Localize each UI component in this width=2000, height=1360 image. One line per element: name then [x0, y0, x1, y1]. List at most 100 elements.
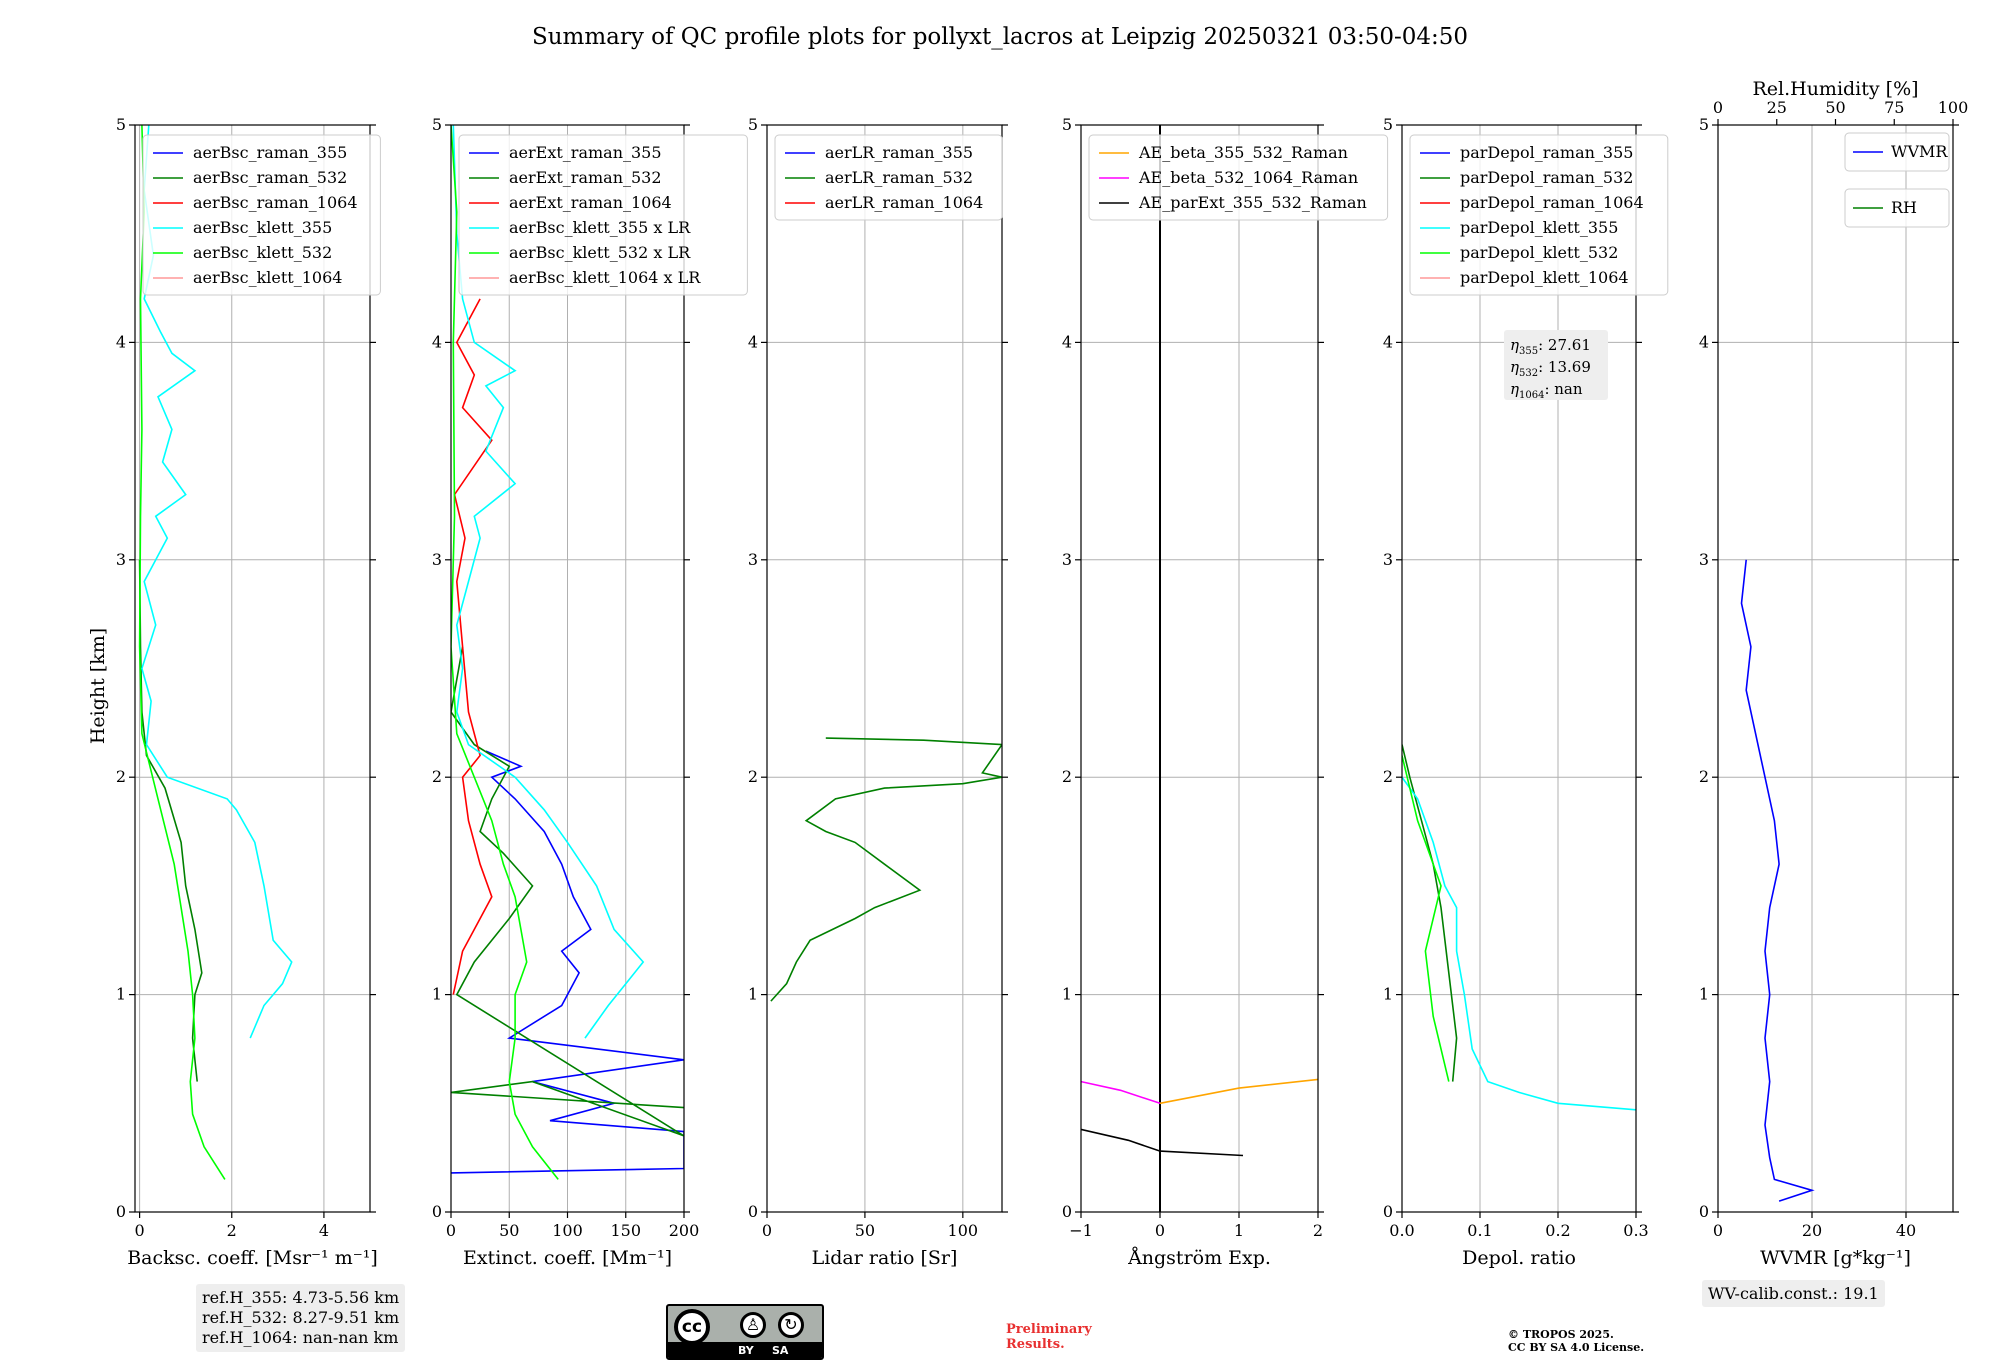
x-tick-label: 0.0 [1389, 1221, 1414, 1240]
y-tick-label: 1 [748, 985, 758, 1004]
preliminary-line-2: Results. [1006, 1337, 1065, 1352]
legend-label: AE_beta_532_1064_Raman [1138, 168, 1358, 187]
legend-label: aerLR_raman_355 [825, 143, 973, 162]
y-tick-label: 0 [1383, 1202, 1393, 1221]
axes-frame [766, 124, 1003, 1213]
top-x-tick-label: 50 [1825, 98, 1845, 117]
legend-label: parDepol_klett_355 [1460, 218, 1618, 237]
y-tick-label: 5 [1699, 115, 1709, 134]
y-tick-label: 1 [116, 985, 126, 1004]
x-tick-label: 50 [855, 1221, 875, 1240]
eta-532-label: η532: 13.69 [1510, 358, 1591, 379]
x-axis-label: Ångström Exp. [1127, 1247, 1271, 1269]
x-axis-label: Backsc. coeff. [Msr⁻¹ m⁻¹] [127, 1247, 378, 1269]
x-axis-label: Extinct. coeff. [Mm⁻¹] [463, 1247, 672, 1269]
top-x-axis-label: Rel.Humidity [%] [1752, 78, 1918, 100]
y-tick-label: 2 [1383, 767, 1393, 786]
cc-icon: cc [674, 1309, 710, 1345]
legend-box [774, 134, 1003, 221]
legend-label: parDepol_raman_355 [1460, 143, 1633, 162]
legend-label: AE_beta_355_532_Raman [1138, 143, 1348, 162]
legend-label: aerBsc_raman_355 [193, 143, 347, 162]
y-tick-label: 0 [116, 1202, 126, 1221]
series-line-aerBsc-klett-355 [141, 125, 293, 1039]
eta-annotation-box [1504, 330, 1608, 400]
y-tick-label: 5 [432, 115, 442, 134]
y-tick-label: 3 [432, 550, 442, 569]
x-tick-label: −1 [1069, 1221, 1093, 1240]
y-tick-label: 3 [748, 550, 758, 569]
copyright-line-2: CC BY SA 4.0 License. [1508, 1341, 1645, 1354]
eta-1064-label: η1064: nan [1510, 380, 1583, 401]
top-x-tick-label: 0 [1713, 98, 1723, 117]
data-layer [1081, 125, 1318, 1212]
y-tick-label: 3 [116, 550, 126, 569]
y-tick-label: 5 [116, 115, 126, 134]
wv-calibration-box: WV-calib.const.: 19.1 [1702, 1280, 1885, 1307]
data-layer [770, 737, 1002, 1002]
ref-height-1064: ref.H_1064: nan-nan km [202, 1328, 399, 1347]
x-axis-label: Depol. ratio [1462, 1247, 1576, 1269]
x-axis-label: Lidar ratio [Sr] [812, 1247, 958, 1269]
legend-label: AE_parExt_355_532_Raman [1138, 193, 1367, 212]
x-tick-label: 40 [1896, 1221, 1916, 1240]
legend-label: aerExt_raman_355 [509, 143, 662, 162]
series-line-aerExt-raman-355 [451, 750, 684, 1174]
figure-title: Summary of QC profile plots for pollyxt_… [532, 24, 1468, 50]
x-tick-label: 0 [762, 1221, 772, 1240]
series-line-AE-beta-355-532-Raman [1159, 1078, 1318, 1105]
x-tick-label: 0 [446, 1221, 456, 1240]
x-tick-label: 200 [669, 1221, 700, 1240]
y-tick-label: 3 [1699, 550, 1709, 569]
series-line-parDepol-klett-532 [1402, 755, 1450, 1082]
y-tick-label: 4 [1699, 332, 1709, 351]
legend-label: parDepol_klett_532 [1460, 243, 1618, 262]
x-tick-label: 100 [948, 1221, 979, 1240]
series-line-aerExt-raman-532 [451, 646, 684, 1137]
legend-box [1844, 188, 1950, 228]
legend-label: aerBsc_raman_1064 [193, 193, 358, 212]
series-line-parDepol-klett-355 [1402, 776, 1636, 1111]
legend-label: parDepol_klett_1064 [1460, 268, 1629, 287]
axes-frame [1717, 124, 1954, 1213]
eta-355-label: η355: 27.61 [1510, 336, 1591, 357]
x-tick-label: 0.1 [1467, 1221, 1492, 1240]
panel-lr: 0 50 100 0 1 2 3 4 5 Lidar ratio [Sr] aerLR_raman_… [748, 115, 1008, 1269]
ref-height-532: ref.H_532: 8.27-9.51 km [202, 1308, 400, 1327]
y-tick-label: 4 [116, 332, 126, 351]
y-tick-label: 5 [748, 115, 758, 134]
y-tick-label: 0 [1699, 1202, 1709, 1221]
legend-label: parDepol_raman_532 [1460, 168, 1633, 187]
legend-label: aerBsc_klett_532 x LR [509, 243, 691, 262]
y-tick-label: 4 [1383, 332, 1393, 351]
legend-label: aerBsc_raman_532 [193, 168, 347, 187]
y-tick-label: 1 [432, 985, 442, 1004]
legend-label: aerBsc_klett_532 [193, 243, 332, 262]
legend-box [1088, 134, 1389, 221]
legend-label: WVMR [1891, 142, 1948, 161]
panel-bsc: 0 2 4 0 1 2 3 4 5 Backsc. coeff. [Msr⁻¹ m⁻¹] aerBs… [116, 115, 381, 1269]
axes-frame [1080, 124, 1319, 1213]
x-tick-label: 150 [610, 1221, 641, 1240]
y-tick-label: 0 [748, 1202, 758, 1221]
axes-frame [134, 124, 371, 1213]
y-tick-label: 0 [1062, 1202, 1072, 1221]
legend-box [1844, 132, 1950, 172]
legend-label: RH [1891, 198, 1917, 217]
panel-wv: 0 20 40 0 1 2 3 4 5 WVMR [g*kg⁻¹] 0 25 50 75 100 Rel.Hu… [1699, 78, 1968, 1269]
x-tick-label: 0 [135, 1221, 145, 1240]
badge-by-label: BY [738, 1344, 754, 1357]
series-line-AE-parExt-355-532-Raman [1081, 1128, 1244, 1157]
x-tick-label: 2 [227, 1221, 237, 1240]
y-tick-label: 2 [1699, 767, 1709, 786]
series-line-AE-beta-532-1064-Raman [1081, 1080, 1161, 1105]
legend-label: aerExt_raman_1064 [509, 193, 672, 212]
top-x-tick-label: 25 [1767, 98, 1787, 117]
data-layer [1402, 744, 1636, 1111]
axes-frame [1401, 124, 1637, 1213]
legend-label: aerBsc_klett_1064 [193, 268, 342, 287]
data-layer [451, 125, 684, 1180]
badge-strip [668, 1342, 822, 1358]
y-tick-label: 1 [1699, 985, 1709, 1004]
